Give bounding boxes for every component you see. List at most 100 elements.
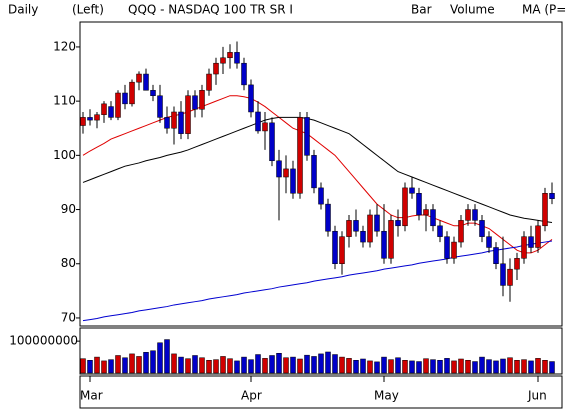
volume-bar bbox=[402, 360, 408, 374]
candle-body bbox=[171, 111, 177, 129]
volume-bar bbox=[80, 358, 86, 374]
x-axis-frame bbox=[79, 375, 563, 409]
candle-body bbox=[500, 263, 506, 286]
candle-body bbox=[108, 106, 114, 118]
x-tick-label: Jun bbox=[527, 389, 547, 403]
candle-body bbox=[192, 95, 198, 110]
x-tick-label: May bbox=[374, 389, 399, 403]
y-tick-label: 100 bbox=[53, 148, 76, 162]
volume-bar bbox=[409, 360, 415, 374]
volume-bar bbox=[353, 360, 359, 374]
volume-bar bbox=[227, 358, 233, 374]
volume-bar bbox=[381, 356, 387, 374]
candle-body bbox=[255, 111, 261, 132]
volume-bar bbox=[206, 360, 212, 374]
candle-body bbox=[101, 103, 107, 115]
candle-body bbox=[136, 73, 142, 83]
candle-body bbox=[269, 122, 275, 162]
candle-body bbox=[437, 225, 443, 237]
candle-body bbox=[220, 57, 226, 64]
volume-bar bbox=[325, 351, 331, 374]
volume-bar bbox=[388, 359, 394, 374]
moving-average-line bbox=[82, 240, 553, 322]
candle-body bbox=[206, 73, 212, 91]
volume-bar bbox=[437, 360, 443, 374]
candle-body bbox=[304, 117, 310, 156]
volume-bar bbox=[136, 356, 142, 374]
candle-body bbox=[213, 62, 219, 75]
volume-bar bbox=[472, 361, 478, 374]
price-frame bbox=[79, 21, 563, 327]
volume-bar bbox=[241, 356, 247, 374]
candle-body bbox=[241, 62, 247, 86]
candle-body bbox=[157, 95, 163, 118]
volume-bar bbox=[465, 360, 471, 374]
candle-body bbox=[129, 81, 135, 105]
candle-body bbox=[388, 220, 394, 259]
volume-bar bbox=[486, 359, 492, 374]
candle-body bbox=[521, 236, 527, 259]
volume-bar bbox=[101, 360, 107, 374]
candle-body bbox=[409, 187, 415, 194]
candle-body bbox=[318, 187, 324, 205]
volume-bar bbox=[213, 359, 219, 374]
volume-bar bbox=[255, 354, 261, 374]
candle-body bbox=[486, 236, 492, 248]
candle-body bbox=[276, 160, 282, 178]
volume-bar bbox=[297, 358, 303, 374]
volume-bar bbox=[220, 356, 226, 374]
volume-bar bbox=[290, 356, 296, 374]
volume-bar bbox=[514, 360, 520, 374]
candle-body bbox=[507, 268, 513, 286]
candle-body bbox=[514, 258, 520, 270]
volume-bar bbox=[157, 342, 163, 374]
volume-bar bbox=[178, 356, 184, 374]
candle-body bbox=[542, 193, 548, 227]
volume-bar bbox=[458, 358, 464, 374]
volume-bar bbox=[283, 357, 289, 374]
volume-bar bbox=[507, 357, 513, 374]
volume-bar bbox=[500, 358, 506, 374]
x-tick-label: Apr bbox=[241, 389, 262, 403]
candle-body bbox=[444, 236, 450, 259]
volume-bar bbox=[479, 356, 485, 374]
candle-body bbox=[227, 52, 233, 59]
candle-body bbox=[430, 209, 436, 227]
volume-bar bbox=[276, 353, 282, 374]
moving-average-line bbox=[82, 116, 553, 224]
candle-body bbox=[451, 241, 457, 259]
candle-body bbox=[150, 90, 156, 96]
volume-bar bbox=[122, 357, 128, 374]
volume-bar bbox=[108, 359, 114, 374]
candle-body bbox=[87, 117, 93, 121]
legend-ma: MA (P= bbox=[522, 3, 566, 17]
volume-bar bbox=[430, 359, 436, 374]
volume-bar bbox=[269, 355, 275, 374]
volume-bar bbox=[451, 360, 457, 374]
candle-body bbox=[143, 73, 149, 91]
candle-body bbox=[346, 220, 352, 237]
y-tick-label: 110 bbox=[53, 94, 76, 108]
candle-body bbox=[353, 220, 359, 232]
candle-body bbox=[80, 117, 86, 126]
legend-volume: Volume bbox=[450, 3, 495, 17]
volume-bar bbox=[143, 352, 149, 374]
volume-bar bbox=[87, 360, 93, 374]
volume-bar bbox=[115, 355, 121, 374]
candle-body bbox=[311, 155, 317, 189]
candle-body bbox=[234, 52, 240, 64]
candle-body bbox=[164, 117, 170, 129]
volume-bar bbox=[192, 355, 198, 374]
volume-bar bbox=[248, 359, 254, 374]
volume-bar bbox=[416, 361, 422, 374]
volume-bar bbox=[164, 339, 170, 374]
volume-bar bbox=[332, 354, 338, 374]
y-tick-label: 70 bbox=[61, 310, 76, 324]
y-tick-label: 90 bbox=[61, 202, 76, 216]
volume-bar bbox=[150, 350, 156, 374]
volume-bar bbox=[318, 353, 324, 374]
volume-bar bbox=[185, 358, 191, 374]
volume-frame bbox=[79, 327, 563, 375]
